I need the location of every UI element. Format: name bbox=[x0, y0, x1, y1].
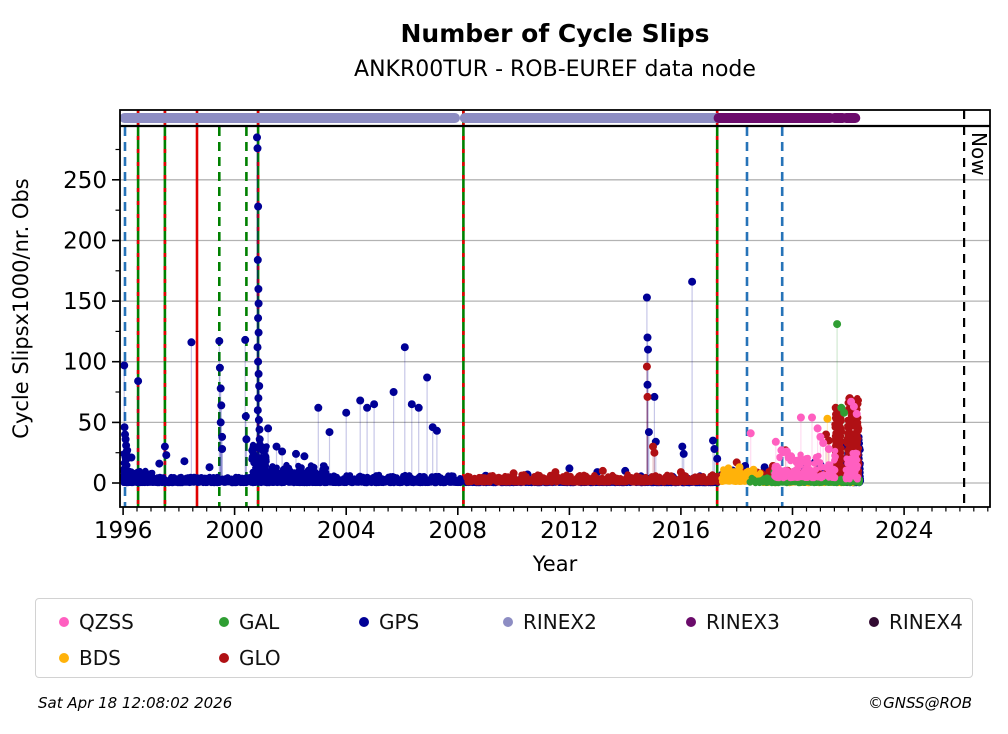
legend-label: GAL bbox=[239, 610, 280, 634]
x-tick-label: 2024 bbox=[875, 518, 934, 544]
y-tick-label: 250 bbox=[63, 168, 107, 194]
gal-marker-icon bbox=[219, 617, 229, 627]
x-axis: 1996 2000 2004 2008 2012 2016 2020 2024 Year bbox=[94, 507, 989, 576]
legend-label: RINEX4 bbox=[889, 610, 963, 634]
legend-label: GLO bbox=[239, 646, 281, 670]
y-tick-label: 50 bbox=[78, 410, 107, 436]
legend-label: GPS bbox=[379, 610, 420, 634]
y-tick-label: 200 bbox=[63, 229, 107, 255]
y-tick-label: 100 bbox=[63, 350, 107, 376]
legend-item-bds: BDS bbox=[59, 644, 121, 672]
legend-item-qzss: QZSS bbox=[59, 608, 134, 636]
legend-label: QZSS bbox=[79, 610, 134, 634]
rinex2-marker-icon bbox=[503, 617, 513, 627]
legend: QZSS GAL GPS RINEX2 RINEX3 RINEX4 BDS GLO bbox=[35, 598, 973, 678]
series-qzss bbox=[746, 397, 862, 483]
x-tick-label: 2000 bbox=[205, 518, 264, 544]
chart-subtitle: ANKR00TUR - ROB-EUREF data node bbox=[354, 57, 756, 82]
x-tick-label: 2016 bbox=[652, 518, 711, 544]
legend-label: RINEX2 bbox=[523, 610, 597, 634]
legend-item-glo: GLO bbox=[219, 644, 281, 672]
x-tick-label: 2008 bbox=[429, 518, 488, 544]
x-tick-label: 2020 bbox=[763, 518, 822, 544]
copyright-label: ©GNSS@ROB bbox=[868, 694, 972, 712]
series-gps bbox=[119, 133, 865, 487]
legend-item-rinex3: RINEX3 bbox=[686, 608, 780, 636]
chart-title: Number of Cycle Slips bbox=[400, 19, 710, 48]
x-axis-label: Year bbox=[532, 552, 578, 576]
bds-marker-icon bbox=[59, 653, 69, 663]
legend-item-rinex2: RINEX2 bbox=[503, 608, 597, 636]
x-tick-label: 2012 bbox=[540, 518, 599, 544]
legend-label: RINEX3 bbox=[706, 610, 780, 634]
qzss-marker-icon bbox=[59, 617, 69, 627]
y-tick-label: 150 bbox=[63, 289, 107, 315]
now-label: Now bbox=[967, 132, 991, 176]
legend-item-rinex4: RINEX4 bbox=[869, 608, 963, 636]
y-axis-label: Cycle Slipsx1000/nr. Obs bbox=[9, 178, 33, 438]
y-tick-label: 0 bbox=[92, 471, 107, 497]
x-tick-label: 2004 bbox=[317, 518, 376, 544]
legend-label: BDS bbox=[79, 646, 121, 670]
x-tick-label: 1996 bbox=[94, 518, 153, 544]
y-axis: 0 50 100 150 200 250 Cycle Slipsx1000/nr. Obs bbox=[9, 148, 120, 497]
rinex3-marker-icon bbox=[686, 617, 696, 627]
glo-marker-icon bbox=[219, 653, 229, 663]
gps-marker-icon bbox=[359, 617, 369, 627]
legend-item-gps: GPS bbox=[359, 608, 419, 636]
legend-item-gal: GAL bbox=[219, 608, 279, 636]
rinex4-marker-icon bbox=[869, 617, 879, 627]
plot-timestamp: Sat Apr 18 12:08:02 2026 bbox=[38, 694, 233, 712]
